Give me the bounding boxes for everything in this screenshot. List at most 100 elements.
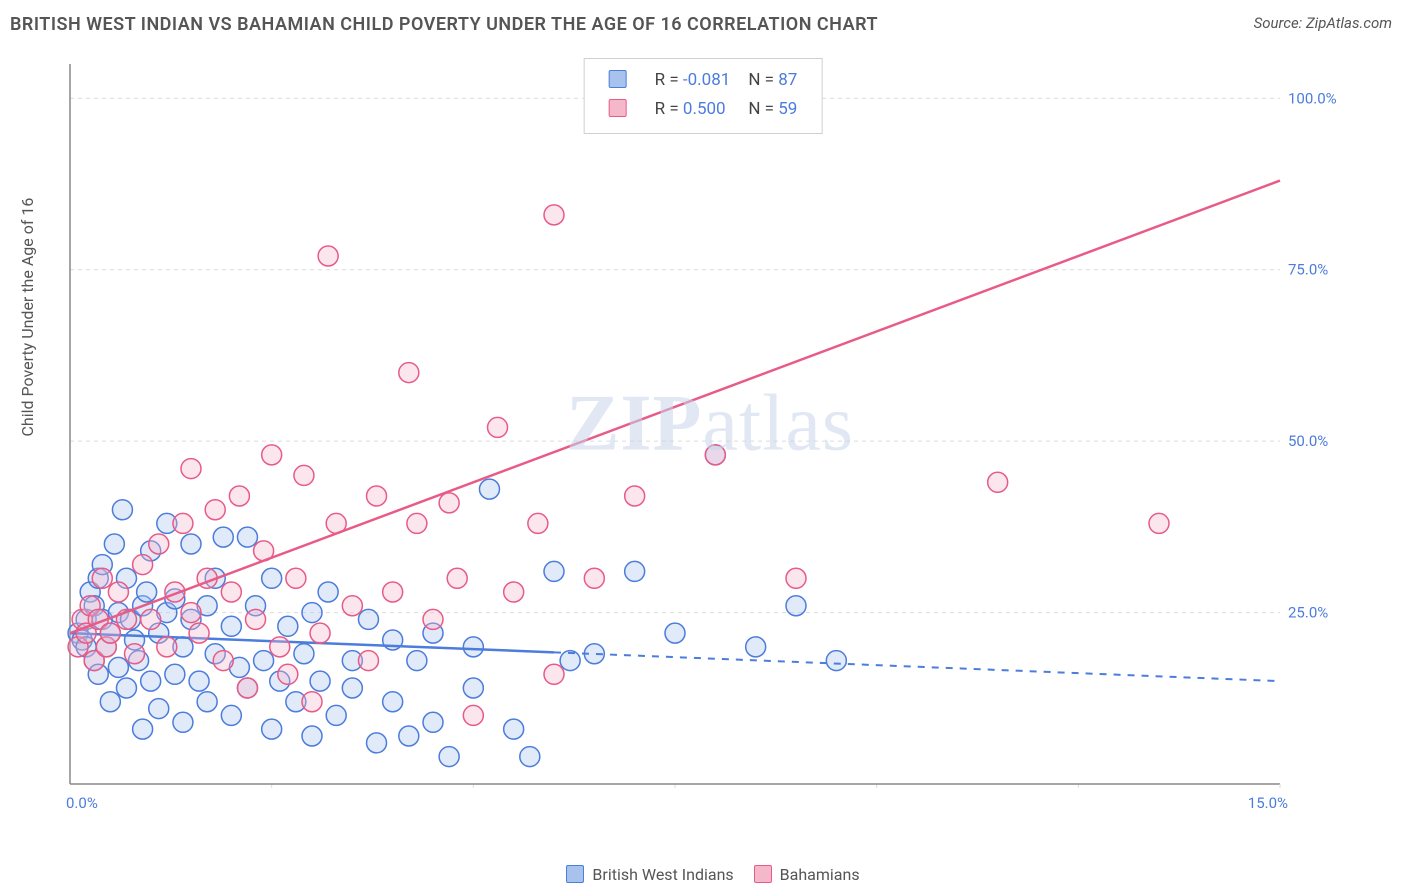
data-point: [407, 513, 427, 533]
data-point: [988, 472, 1008, 492]
data-point: [544, 664, 564, 684]
data-point: [318, 246, 338, 266]
data-point: [108, 657, 128, 677]
data-point: [294, 465, 314, 485]
data-point: [181, 459, 201, 479]
legend-item-bwi: British West Indians: [546, 865, 733, 884]
data-point: [157, 637, 177, 657]
data-point: [439, 747, 459, 767]
data-point: [221, 616, 241, 636]
data-point: [310, 671, 330, 691]
data-point: [278, 616, 298, 636]
data-point: [213, 527, 233, 547]
data-point: [141, 671, 161, 691]
legend-row-bwi: R = -0.081N = 87: [601, 67, 806, 94]
data-point: [367, 486, 387, 506]
data-point: [504, 719, 524, 739]
series-legend: British West IndiansBahamians: [0, 865, 1406, 884]
data-point: [504, 582, 524, 602]
legend-row-bah: R = 0.500N = 59: [601, 96, 806, 123]
data-point: [173, 712, 193, 732]
data-point: [826, 651, 846, 671]
data-point: [463, 678, 483, 698]
data-point: [286, 568, 306, 588]
data-point: [173, 513, 193, 533]
data-point: [423, 609, 443, 629]
data-point: [141, 609, 161, 629]
series-bwi: [68, 445, 1280, 767]
y-axis-label: Child Poverty Under the Age of 16: [18, 198, 37, 437]
data-point: [665, 623, 685, 643]
data-point: [367, 733, 387, 753]
data-point: [302, 726, 322, 746]
data-point: [625, 561, 645, 581]
chart-title: BRITISH WEST INDIAN VS BAHAMIAN CHILD PO…: [10, 14, 878, 35]
data-point: [423, 712, 443, 732]
data-point: [181, 534, 201, 554]
data-point: [479, 479, 499, 499]
data-point: [270, 637, 290, 657]
data-point: [165, 664, 185, 684]
data-point: [544, 205, 564, 225]
y-tick-label: 75.0%: [1288, 261, 1328, 279]
data-point: [399, 726, 419, 746]
data-point: [237, 527, 257, 547]
data-point: [229, 486, 249, 506]
data-point: [197, 692, 217, 712]
data-point: [262, 445, 282, 465]
legend-item-bah: Bahamians: [734, 865, 860, 884]
data-point: [262, 719, 282, 739]
data-point: [318, 582, 338, 602]
data-point: [342, 596, 362, 616]
regression-line: [70, 181, 1280, 634]
data-point: [181, 603, 201, 623]
data-point: [326, 705, 346, 725]
data-point: [254, 651, 274, 671]
data-point: [463, 705, 483, 725]
data-point: [358, 609, 378, 629]
data-point: [342, 678, 362, 698]
data-point: [310, 623, 330, 643]
data-point: [383, 692, 403, 712]
data-point: [383, 582, 403, 602]
data-point: [100, 623, 120, 643]
data-point: [213, 651, 233, 671]
data-point: [447, 568, 467, 588]
data-point: [488, 417, 508, 437]
data-point: [125, 644, 145, 664]
data-point: [205, 500, 225, 520]
data-point: [358, 651, 378, 671]
data-point: [625, 486, 645, 506]
data-point: [528, 513, 548, 533]
data-point: [520, 747, 540, 767]
data-point: [100, 692, 120, 712]
data-point: [399, 363, 419, 383]
data-point: [705, 445, 725, 465]
data-point: [221, 705, 241, 725]
data-point: [133, 555, 153, 575]
data-point: [294, 644, 314, 664]
data-point: [407, 651, 427, 671]
x-tick-label: 0.0%: [66, 794, 98, 812]
data-point: [278, 664, 298, 684]
data-point: [149, 534, 169, 554]
data-point: [116, 678, 136, 698]
data-point: [137, 582, 157, 602]
data-point: [237, 678, 257, 698]
data-point: [92, 568, 112, 588]
data-point: [108, 582, 128, 602]
data-point: [544, 561, 564, 581]
data-point: [246, 609, 266, 629]
data-point: [786, 596, 806, 616]
data-point: [133, 719, 153, 739]
source-credit: Source: ZipAtlas.com: [1254, 14, 1392, 32]
y-tick-label: 50.0%: [1288, 432, 1328, 450]
y-tick-label: 25.0%: [1288, 604, 1328, 622]
x-tick-label: 15.0%: [1248, 794, 1288, 812]
correlation-legend: R = -0.081N = 87R = 0.500N = 59: [584, 58, 823, 134]
data-point: [786, 568, 806, 588]
data-point: [1149, 513, 1169, 533]
data-point: [262, 568, 282, 588]
data-point: [189, 671, 209, 691]
data-point: [746, 637, 766, 657]
